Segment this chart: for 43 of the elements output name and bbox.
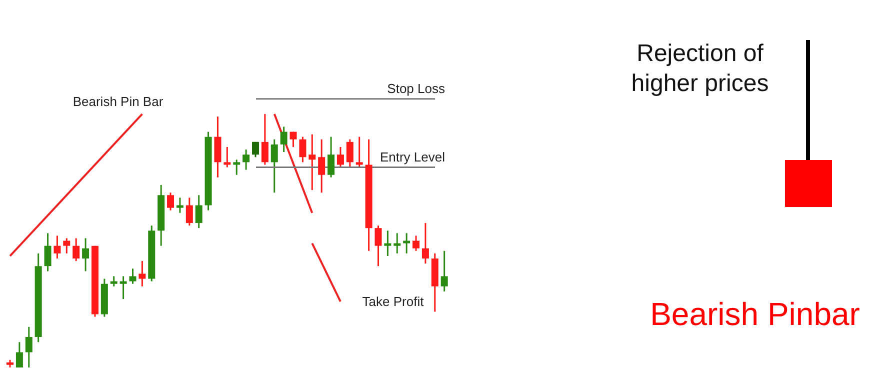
candlestick bbox=[318, 138, 326, 194]
candlestick bbox=[336, 146, 344, 168]
candlestick bbox=[16, 341, 23, 368]
candlestick bbox=[440, 250, 448, 292]
candlestick bbox=[394, 232, 401, 254]
candlestick bbox=[233, 158, 240, 176]
candlestick bbox=[129, 268, 136, 285]
candlestick bbox=[110, 275, 118, 288]
candlestick bbox=[308, 134, 316, 191]
candlestick bbox=[261, 113, 268, 166]
ref-line-label: Entry Level bbox=[380, 149, 446, 164]
candlestick bbox=[224, 146, 231, 168]
candlestick bbox=[422, 222, 429, 264]
candlestick bbox=[403, 232, 410, 254]
candlestick bbox=[346, 138, 354, 168]
candlestick bbox=[374, 224, 382, 267]
candlestick bbox=[270, 138, 278, 194]
candlestick bbox=[186, 196, 193, 226]
candlestick bbox=[356, 136, 363, 168]
candlestick bbox=[384, 230, 392, 257]
candlestick bbox=[54, 234, 61, 260]
candlestick bbox=[195, 194, 202, 229]
candlestick bbox=[328, 136, 335, 178]
candlestick bbox=[44, 232, 52, 272]
text: Bearish Pin Bar bbox=[72, 94, 164, 109]
candlestick bbox=[120, 275, 127, 300]
text: Rejection of higher prices bbox=[631, 40, 769, 97]
candlestick bbox=[82, 237, 90, 272]
candlestick bbox=[252, 141, 259, 158]
candlestick bbox=[167, 192, 174, 212]
candlestick bbox=[63, 237, 70, 254]
annotation: Take Profit bbox=[362, 294, 424, 309]
candlestick bbox=[412, 234, 420, 252]
text: Bearish Pinbar bbox=[650, 296, 860, 332]
candlestick bbox=[242, 148, 250, 171]
candlestick bbox=[25, 326, 32, 368]
ref-line-label: Stop Loss bbox=[387, 80, 446, 96]
candlestick bbox=[72, 237, 80, 262]
candlestick bbox=[290, 131, 297, 148]
candlestick bbox=[176, 196, 184, 214]
candlestick bbox=[299, 136, 306, 163]
candlestick bbox=[138, 260, 146, 288]
candlestick bbox=[280, 126, 288, 153]
